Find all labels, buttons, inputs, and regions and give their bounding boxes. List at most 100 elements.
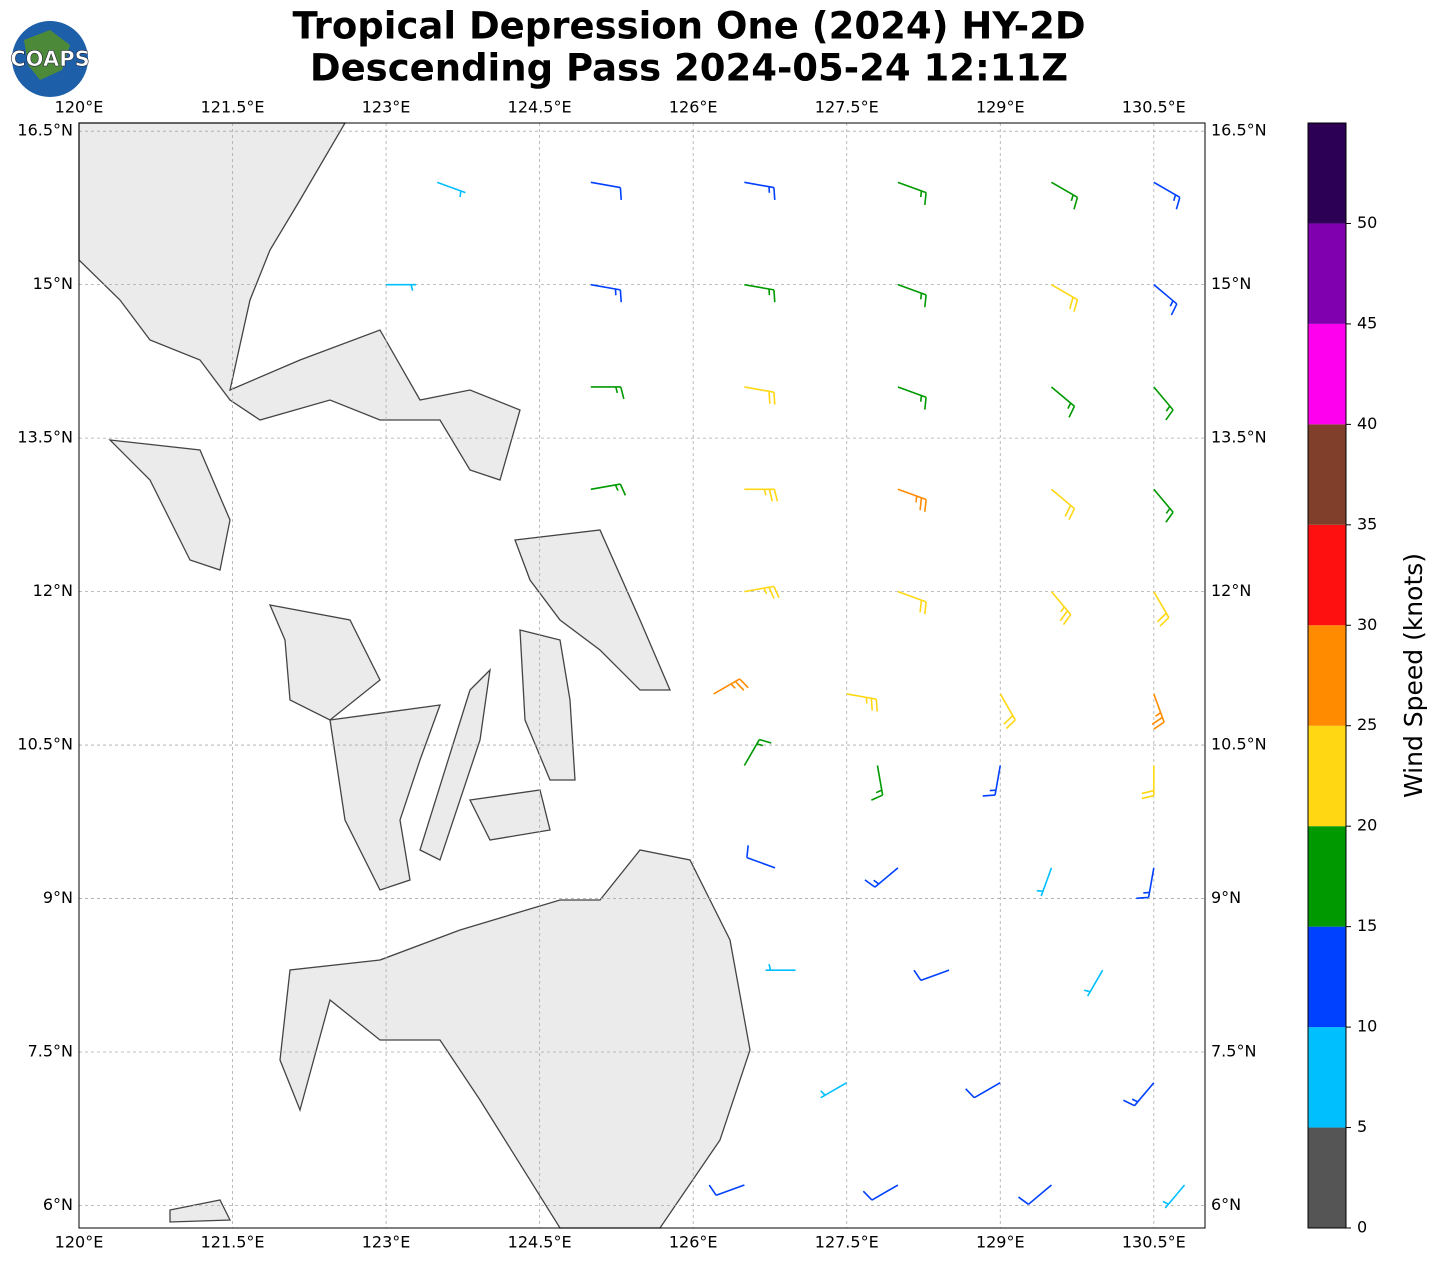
plot-layer <box>78 123 1205 1228</box>
subtitle: Descending Pass 2024-05-24 12:11Z <box>310 47 1068 90</box>
mindanao <box>279 849 751 1229</box>
wind-barb <box>744 585 780 599</box>
x-tick-label: 126°E <box>669 1233 718 1252</box>
colorbar-bin <box>1308 123 1346 224</box>
panay <box>268 604 381 721</box>
y-tick-label: 12°N <box>33 581 73 600</box>
wind-barb <box>1036 867 1053 897</box>
wind-barb <box>1151 693 1165 730</box>
colorbar-frame <box>1307 122 1347 1229</box>
colorbar-tick-label: 15 <box>1357 916 1377 935</box>
wind-barb <box>1017 1184 1052 1205</box>
colorbar-tick-label: 0 <box>1357 1218 1367 1237</box>
wind-barb <box>1153 591 1170 627</box>
cebu <box>419 668 491 861</box>
y-tick-label: 10.5°N <box>17 735 73 754</box>
y-tick-label: 9°N <box>1211 888 1241 907</box>
wind-barb <box>746 845 776 869</box>
x-tick-label: 130.5°E <box>1122 98 1186 117</box>
wind-barb <box>743 738 772 766</box>
colorbar-label: Wind Speed (knots) <box>1399 553 1428 798</box>
wind-barb <box>1083 969 1104 997</box>
wind-barb <box>862 1184 899 1201</box>
leyte <box>519 629 576 781</box>
wind-barb <box>590 181 623 200</box>
y-tick-label: 7.5°N <box>1211 1042 1256 1061</box>
y-tick-label: 9°N <box>43 888 73 907</box>
wind-barb <box>820 1082 848 1099</box>
colorbar-tick-label: 50 <box>1357 213 1377 232</box>
wind-barb <box>846 693 878 712</box>
x-tick-label: 127.5°E <box>815 98 879 117</box>
wind-barb <box>436 181 466 198</box>
x-tick-label: 121.5°E <box>201 1233 265 1252</box>
wind-barb <box>1162 1184 1186 1209</box>
x-tick-label: 126°E <box>669 98 718 117</box>
wind-barb <box>999 693 1016 730</box>
x-tick-label: 123°E <box>362 1233 411 1252</box>
y-tick-label: 12°N <box>1211 581 1251 600</box>
wind-barb <box>897 181 927 205</box>
y-tick-label: 6°N <box>1211 1195 1241 1214</box>
wind-barb <box>1051 181 1079 210</box>
colorbar-tick-label: 45 <box>1357 313 1377 332</box>
mindoro <box>108 439 231 571</box>
title: Tropical Depression One (2024) HY-2D <box>292 5 1085 48</box>
x-tick-label: 127.5°E <box>815 1233 879 1252</box>
colorbar-bin <box>1308 926 1346 1028</box>
wind-barb <box>897 386 927 410</box>
wind-barb <box>744 386 776 405</box>
land <box>78 122 751 1229</box>
y-tick-label: 15°N <box>1211 274 1251 293</box>
wind-barb <box>765 963 796 971</box>
wind-barb <box>871 765 884 801</box>
wind-barb <box>708 1184 745 1197</box>
wind-barb <box>590 483 627 496</box>
colorbar-bin <box>1308 524 1346 626</box>
wind-barb <box>897 488 927 512</box>
x-tick-label: 120°E <box>55 1233 104 1252</box>
wind-barb <box>965 1082 1001 1099</box>
wind-barb <box>744 283 776 303</box>
x-tick-label: 124.5°E <box>508 98 572 117</box>
wind-barb <box>864 867 899 888</box>
wind-barb <box>1141 765 1155 800</box>
negros <box>329 704 441 891</box>
colorbar-tick-label: 25 <box>1357 715 1377 734</box>
wind-barb <box>744 181 776 200</box>
y-tick-label: 16.5°N <box>17 121 73 140</box>
y-tick-label: 15°N <box>33 274 73 293</box>
wind-barb <box>744 488 779 502</box>
colorbar-bin <box>1308 424 1346 525</box>
colorbar-bin <box>1308 625 1346 726</box>
wind-barb <box>897 283 927 308</box>
colorbar-bin <box>1308 1127 1346 1228</box>
colorbar-tick-label: 35 <box>1357 514 1377 533</box>
wind-barb <box>913 969 950 982</box>
logo-text: COAPS <box>10 47 89 71</box>
wind-barb <box>713 678 749 695</box>
wind-barb <box>1153 488 1174 523</box>
colorbar-bin <box>1308 323 1346 425</box>
wind-barb <box>1050 488 1076 521</box>
y-tick-label: 7.5°N <box>28 1042 73 1061</box>
wind-barb <box>1050 591 1072 626</box>
wind-barb <box>982 765 1002 797</box>
wind-barb <box>897 590 927 615</box>
y-tick-label: 13.5°N <box>17 428 73 447</box>
colorbar-bin <box>1308 223 1346 324</box>
colorbar-tick-label: 30 <box>1357 615 1377 634</box>
logo-land <box>24 30 70 80</box>
y-tick-label: 6°N <box>43 1195 73 1214</box>
luzon <box>78 122 521 481</box>
x-tick-label: 123°E <box>362 98 411 117</box>
colorbar-tick-label: 10 <box>1357 1017 1377 1036</box>
colorbar-tick-label: 20 <box>1357 816 1377 835</box>
wind-barb <box>1153 386 1174 421</box>
y-tick-label: 13.5°N <box>1211 428 1267 447</box>
colorbar-bin <box>1308 725 1346 827</box>
colorbar-tick-label: 5 <box>1357 1117 1367 1136</box>
colorbar-bin <box>1308 1027 1346 1128</box>
wind-barb <box>1153 181 1181 210</box>
